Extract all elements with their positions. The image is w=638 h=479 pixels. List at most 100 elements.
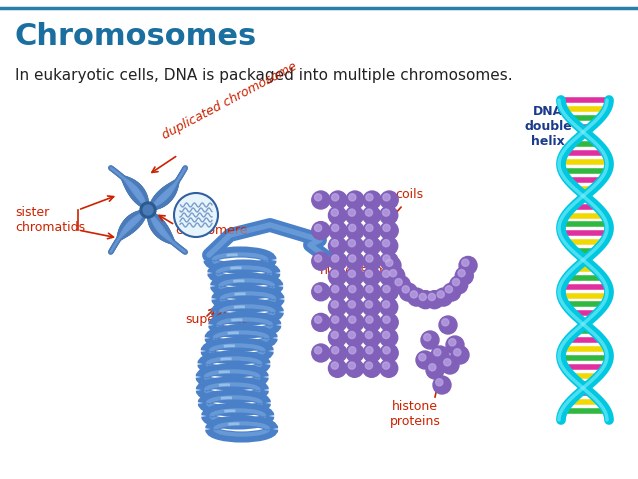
Circle shape (349, 224, 356, 231)
Circle shape (366, 301, 373, 308)
Circle shape (382, 362, 390, 369)
Circle shape (380, 329, 397, 347)
Circle shape (369, 334, 378, 344)
Circle shape (413, 294, 423, 304)
Circle shape (332, 285, 339, 293)
Circle shape (437, 352, 447, 362)
Circle shape (348, 270, 355, 277)
Circle shape (369, 365, 378, 375)
Circle shape (382, 270, 390, 277)
Circle shape (386, 289, 396, 298)
Text: DNA
double
helix: DNA double helix (524, 105, 572, 148)
Circle shape (449, 339, 456, 346)
Circle shape (332, 224, 339, 231)
Circle shape (335, 319, 345, 329)
Circle shape (366, 285, 373, 293)
Circle shape (380, 206, 397, 224)
Circle shape (382, 209, 390, 216)
Circle shape (386, 258, 396, 268)
Circle shape (380, 359, 397, 377)
Circle shape (385, 274, 396, 283)
Circle shape (369, 319, 379, 329)
Circle shape (331, 301, 338, 308)
Circle shape (380, 222, 398, 240)
Circle shape (335, 289, 345, 298)
Circle shape (433, 376, 451, 394)
Circle shape (445, 286, 452, 293)
Circle shape (352, 319, 362, 329)
Circle shape (392, 276, 410, 294)
Circle shape (331, 270, 338, 277)
Circle shape (329, 329, 346, 347)
Circle shape (410, 291, 417, 298)
Circle shape (426, 361, 444, 379)
Circle shape (369, 289, 379, 298)
Circle shape (352, 258, 362, 268)
Circle shape (346, 359, 364, 377)
Circle shape (398, 282, 408, 292)
Circle shape (436, 379, 443, 386)
Circle shape (334, 274, 344, 283)
Circle shape (312, 191, 330, 209)
Circle shape (140, 202, 156, 218)
Circle shape (429, 364, 436, 371)
Circle shape (383, 224, 390, 231)
Circle shape (457, 352, 467, 362)
Circle shape (369, 228, 379, 238)
Circle shape (454, 349, 461, 356)
Circle shape (382, 331, 390, 339)
Circle shape (383, 347, 390, 354)
Circle shape (386, 319, 396, 329)
Circle shape (352, 350, 362, 360)
Circle shape (346, 283, 364, 301)
Circle shape (431, 346, 449, 364)
Circle shape (362, 206, 381, 224)
Circle shape (462, 259, 469, 266)
Circle shape (349, 316, 356, 323)
Circle shape (443, 283, 461, 301)
Circle shape (318, 289, 327, 298)
Circle shape (331, 331, 338, 339)
Text: nucleosome: nucleosome (320, 263, 396, 276)
Circle shape (382, 301, 390, 308)
Circle shape (346, 222, 364, 240)
Circle shape (380, 313, 398, 331)
Circle shape (352, 304, 361, 314)
Circle shape (383, 316, 390, 323)
Circle shape (346, 252, 364, 270)
Circle shape (422, 297, 432, 307)
Circle shape (461, 273, 471, 283)
Circle shape (332, 194, 339, 201)
Circle shape (363, 283, 381, 301)
Circle shape (369, 243, 378, 252)
Circle shape (445, 322, 455, 332)
Circle shape (385, 334, 396, 344)
Circle shape (439, 316, 457, 334)
Circle shape (385, 365, 396, 375)
Circle shape (426, 291, 443, 308)
Circle shape (385, 212, 396, 222)
Circle shape (419, 293, 426, 301)
Circle shape (380, 252, 398, 270)
Circle shape (441, 356, 459, 374)
Circle shape (346, 206, 364, 224)
Circle shape (335, 197, 345, 207)
Circle shape (335, 258, 345, 268)
Circle shape (402, 286, 409, 293)
Circle shape (395, 279, 402, 286)
Circle shape (331, 209, 338, 216)
Circle shape (348, 331, 355, 339)
Circle shape (346, 313, 364, 331)
Circle shape (434, 288, 452, 306)
Circle shape (369, 197, 379, 207)
Circle shape (352, 228, 362, 238)
Circle shape (312, 313, 330, 331)
Circle shape (383, 285, 390, 293)
Circle shape (352, 289, 362, 298)
Circle shape (386, 350, 396, 360)
Circle shape (346, 237, 364, 255)
Circle shape (446, 336, 464, 354)
Circle shape (437, 291, 444, 298)
Circle shape (405, 289, 415, 299)
Circle shape (363, 191, 381, 209)
